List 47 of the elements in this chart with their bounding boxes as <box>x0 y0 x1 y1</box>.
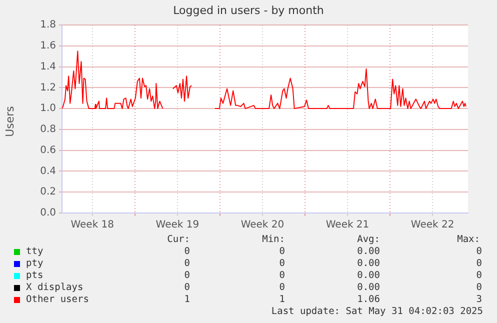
chart-title: Logged in users - by month <box>172 4 325 17</box>
text: 0.00 <box>357 270 380 281</box>
text: 0 <box>279 270 285 281</box>
y-tick-label: 0.4 <box>40 166 56 177</box>
text: 0 <box>279 282 285 293</box>
x-tick-label: Week 22 <box>410 220 454 231</box>
legend-label: Other users <box>26 294 89 305</box>
x-tick-label: Week 18 <box>70 220 114 231</box>
x-tick-label: Week 19 <box>156 220 200 231</box>
legend-label: pty <box>26 258 44 269</box>
text: 0 <box>476 282 482 293</box>
y-tick-label: 1.4 <box>40 61 56 72</box>
y-tick-label: 1.8 <box>40 20 56 31</box>
text: 0.00 <box>357 282 380 293</box>
text: Last update: Sat May 31 04:02:03 2025 <box>271 306 483 317</box>
text: 1 <box>184 294 190 305</box>
text: 0 <box>476 270 482 281</box>
legend-label: tty <box>26 246 44 257</box>
text: Max: <box>457 234 480 245</box>
text: 1.06 <box>357 294 380 305</box>
y-tick-label: 0.8 <box>40 124 56 136</box>
text: 0.00 <box>357 246 380 257</box>
y-axis-title: Users <box>4 105 16 139</box>
y-tick-label: 1.0 <box>40 103 56 114</box>
text: 0 <box>184 258 190 269</box>
text: 0.00 <box>357 258 380 269</box>
text: Min: <box>262 234 285 245</box>
text: 0 <box>184 270 190 281</box>
y-tick-label: 0.6 <box>40 144 56 156</box>
text: Avg: <box>357 234 380 245</box>
text: Cur: <box>167 234 190 245</box>
text: 0 <box>184 282 190 293</box>
y-tick-label: 1.2 <box>40 82 56 94</box>
legend-label: pts <box>26 270 44 281</box>
text: 0 <box>184 246 190 257</box>
text: 3 <box>476 294 482 305</box>
x-tick-label: Week 21 <box>326 220 370 231</box>
text: 0 <box>476 258 482 269</box>
legend-label: X displays <box>26 282 84 293</box>
text: 0 <box>476 246 482 257</box>
y-tick-label: 0.0 <box>40 208 56 219</box>
x-tick-label: Week 20 <box>240 220 284 231</box>
text: 1 <box>279 294 285 305</box>
text: 0 <box>279 246 285 257</box>
y-tick-label: 1.6 <box>40 40 56 52</box>
text: 0 <box>279 258 285 269</box>
y-tick-label: 0.2 <box>40 186 56 198</box>
